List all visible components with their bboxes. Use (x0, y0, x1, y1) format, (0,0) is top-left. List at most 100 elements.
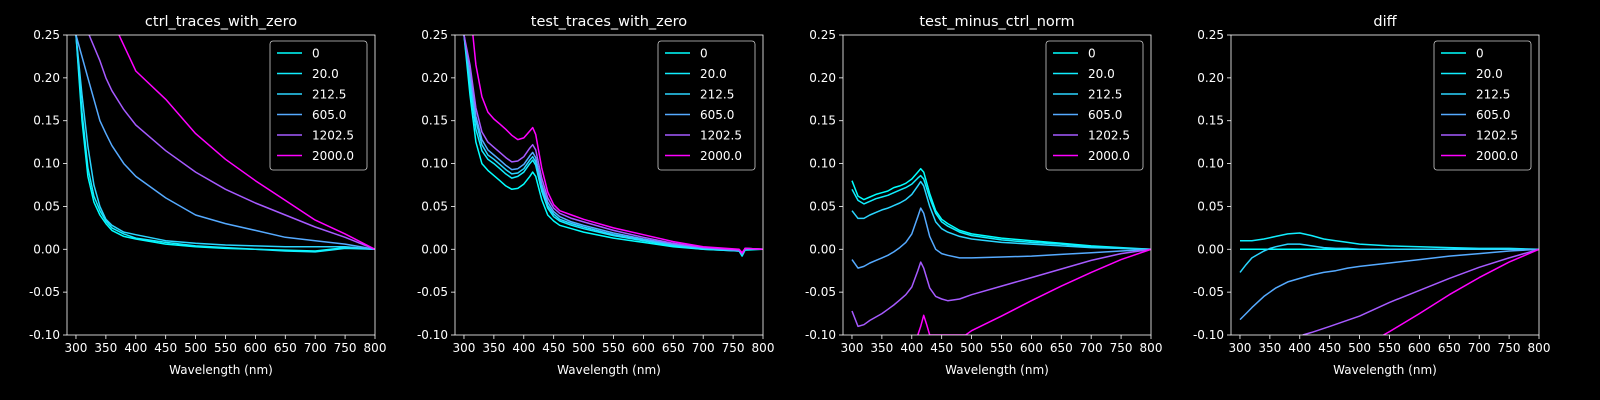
plot-frame (454, 34, 764, 336)
x-tick-label: 700 (692, 341, 715, 355)
legend-label: 1202.5 (312, 129, 354, 143)
series-line-1202.5 (88, 35, 375, 250)
y-tick-label: 0.15 (809, 114, 836, 128)
legend-label: 605.0 (700, 108, 734, 122)
x-axis-label: Wavelength (nm) (1333, 363, 1437, 377)
chart-title: diff (1373, 14, 1397, 30)
x-tick-label: 800 (1528, 341, 1551, 355)
x-tick-label: 450 (930, 341, 953, 355)
series-group (851, 167, 1151, 335)
series-line-2000.0 (118, 35, 375, 250)
y-tick-label: 0.20 (33, 71, 60, 85)
legend-label: 1202.5 (1476, 129, 1518, 143)
series-line-212.5 (75, 35, 375, 251)
y-tick-label: -0.05 (1193, 285, 1224, 299)
x-tick-label: 650 (1438, 341, 1461, 355)
y-tick-label: -0.05 (805, 285, 836, 299)
series-line-1202.5 (1302, 248, 1539, 335)
x-tick-label: 400 (124, 341, 147, 355)
y-tick-label: 0.15 (1197, 114, 1224, 128)
y-tick-label: -0.10 (417, 328, 448, 342)
series-line-20.0 (1240, 232, 1539, 251)
series-group (75, 35, 375, 253)
y-tick-label: 0.20 (809, 71, 836, 85)
chart-panel-3: test_minus_ctrl_norm 300 350 400 450 500 550 60… (805, 14, 1163, 377)
y-tick-label: 0.00 (421, 242, 448, 256)
x-tick-label: 600 (244, 341, 267, 355)
y-tick-label: 0.05 (33, 199, 60, 213)
legend-label: 20.0 (700, 67, 727, 81)
series-line-2000.0 (1383, 248, 1539, 335)
series-line-20.0 (851, 174, 1151, 251)
y-tick-label: 0.05 (809, 199, 836, 213)
x-tick-label: 300 (453, 341, 476, 355)
x-tick-label: 500 (184, 341, 207, 355)
legend-label: 605.0 (1088, 108, 1122, 122)
legend-label: 212.5 (1088, 88, 1122, 102)
series-line-605.0 (75, 35, 375, 251)
x-tick-label: 800 (364, 341, 387, 355)
y-tick-label: 0.15 (421, 114, 448, 128)
x-tick-label: 800 (1140, 341, 1163, 355)
series-line-0 (851, 167, 1151, 251)
series-line-1202.5 (851, 248, 1151, 328)
legend-label: 2000.0 (700, 149, 742, 163)
x-tick-label: 500 (572, 341, 595, 355)
y-tick-label: -0.10 (1193, 328, 1224, 342)
x-tick-label: 800 (752, 341, 775, 355)
legend-label: 605.0 (1476, 108, 1510, 122)
x-tick-label: 400 (900, 341, 923, 355)
x-tick-label: 750 (1498, 341, 1521, 355)
x-tick-label: 650 (662, 341, 685, 355)
y-tick-label: 0.10 (33, 157, 60, 171)
x-tick-label: 300 (65, 341, 88, 355)
series-line-1202.5 (463, 35, 763, 255)
series-line-2000.0 (917, 248, 1151, 335)
legend: 0 20.0 212.5 605.0 1202.5 2000.0 (657, 40, 756, 171)
legend-label: 0 (700, 47, 708, 61)
x-tick-label: 600 (632, 341, 655, 355)
legend: 0 20.0 212.5 605.0 1202.5 2000.0 (1433, 40, 1532, 171)
x-tick-label: 500 (960, 341, 983, 355)
y-tick-label: 0.10 (421, 157, 448, 171)
x-tick-label: 550 (214, 341, 237, 355)
legend-label: 2000.0 (312, 149, 354, 163)
x-tick-label: 350 (482, 341, 505, 355)
series-line-20.0 (75, 35, 375, 253)
x-axis-label: Wavelength (nm) (557, 363, 661, 377)
plot-frame (1230, 34, 1540, 336)
y-tick-label: -0.10 (29, 328, 60, 342)
x-tick-label: 700 (1468, 341, 1491, 355)
x-tick-label: 300 (841, 341, 864, 355)
x-tick-label: 550 (1378, 341, 1401, 355)
y-tick-label: 0.00 (1197, 242, 1224, 256)
series-group (463, 35, 763, 257)
y-tick-label: 0.25 (1197, 28, 1224, 42)
x-tick-label: 700 (1080, 341, 1103, 355)
legend: 0 20.0 212.5 605.0 1202.5 2000.0 (1045, 40, 1144, 171)
chart-title: test_minus_ctrl_norm (919, 14, 1074, 30)
y-tick-label: 0.25 (421, 28, 448, 42)
series-group (1239, 232, 1539, 335)
x-tick-label: 450 (1318, 341, 1341, 355)
legend-label: 605.0 (312, 108, 346, 122)
x-tick-label: 350 (870, 341, 893, 355)
legend-label: 2000.0 (1476, 149, 1518, 163)
plot-frame (842, 34, 1152, 336)
y-tick-label: -0.05 (417, 285, 448, 299)
y-tick-label: 0.00 (33, 242, 60, 256)
series-line-212.5 (851, 180, 1151, 251)
chart-panel-1: ctrl_traces_with_zero 300 350 400 450 500 550 6… (29, 14, 387, 377)
legend-label: 212.5 (1476, 88, 1510, 102)
y-tick-label: 0.00 (809, 242, 836, 256)
legend-label: 1202.5 (700, 129, 742, 143)
x-tick-label: 550 (990, 341, 1013, 355)
y-tick-label: 0.25 (809, 28, 836, 42)
legend-label: 1202.5 (1088, 129, 1130, 143)
legend-label: 212.5 (312, 88, 346, 102)
x-tick-label: 550 (602, 341, 625, 355)
y-tick-label: -0.05 (29, 285, 60, 299)
y-tick-label: 0.20 (421, 71, 448, 85)
